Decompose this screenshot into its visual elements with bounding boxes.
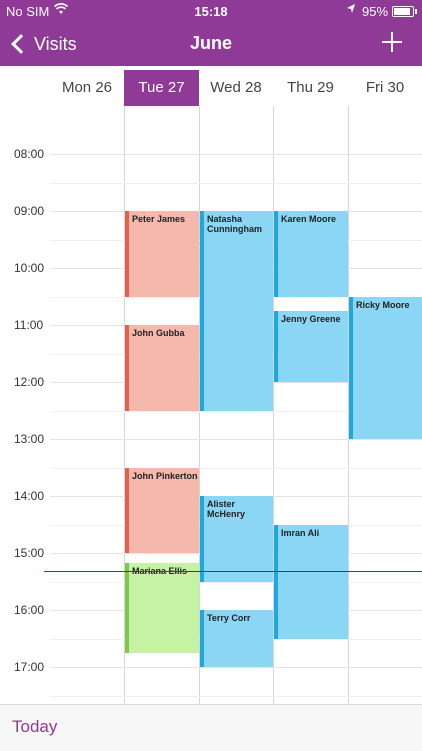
half-hour-gridline xyxy=(50,467,422,469)
day-column-divider xyxy=(124,106,125,704)
event-title: John Gubba xyxy=(132,328,185,338)
day-header: Mon 26 Tue 27 Wed 28 Thu 29 Fri 30 xyxy=(0,66,422,106)
visit-event[interactable]: Imran Ali xyxy=(274,525,348,639)
hour-label: 08:00 xyxy=(14,147,45,161)
location-arrow-icon xyxy=(346,3,356,18)
event-color-bar xyxy=(125,211,129,297)
battery-icon xyxy=(392,6,417,17)
event-color-bar xyxy=(125,325,129,411)
visit-event[interactable]: Natasha Cunningham xyxy=(200,211,273,411)
calendar-grid[interactable]: 08:00 09:00 10:00 11:00 12:00 13:00 14:00 15:00… xyxy=(0,106,422,704)
hour-label: 09:00 xyxy=(14,204,45,218)
hour-label: 14:00 xyxy=(14,489,45,503)
visit-event[interactable]: John Pinkerton xyxy=(125,468,199,553)
event-title: Natasha Cunningham xyxy=(207,214,262,234)
event-title: Alister McHenry xyxy=(207,499,246,519)
half-hour-gridline xyxy=(50,182,422,184)
event-title: Terry Corr xyxy=(207,613,251,623)
event-color-bar xyxy=(200,211,204,411)
event-color-bar xyxy=(274,311,278,382)
hour-label: 12:00 xyxy=(14,375,45,389)
visit-event[interactable]: Mariana Ellis xyxy=(125,563,199,653)
hour-gridline xyxy=(50,667,422,668)
top-bar: No SIM 15:18 95% Visits June xyxy=(0,0,422,66)
status-bar: No SIM 15:18 95% xyxy=(0,0,422,22)
event-title: Jenny Greene xyxy=(281,314,341,324)
visit-event[interactable]: Ricky Moore xyxy=(349,297,422,439)
navigation-bar: Visits June xyxy=(0,22,422,66)
event-color-bar xyxy=(125,468,129,553)
hour-label: 13:00 xyxy=(14,432,45,446)
visit-event[interactable]: John Gubba xyxy=(125,325,199,411)
event-color-bar xyxy=(349,297,353,439)
day-column-divider xyxy=(348,106,349,704)
status-time: 15:18 xyxy=(194,4,228,19)
today-button[interactable]: Today xyxy=(12,717,58,736)
day-column-divider xyxy=(273,106,274,704)
hour-gridline xyxy=(50,154,422,155)
event-title: Imran Ali xyxy=(281,528,320,538)
chevron-left-icon xyxy=(11,34,31,54)
hour-label: 16:00 xyxy=(14,603,45,617)
event-color-bar xyxy=(200,610,204,667)
hour-label: 10:00 xyxy=(14,261,45,275)
half-hour-gridline xyxy=(50,581,422,583)
event-title: Karen Moore xyxy=(281,214,337,224)
hour-label: 15:00 xyxy=(14,546,45,560)
day-tab-thu-29[interactable]: Thu 29 xyxy=(287,79,334,96)
hour-label: 11:00 xyxy=(14,318,44,332)
day-tab-mon-26[interactable]: Mon 26 xyxy=(61,79,113,96)
add-visit-button[interactable] xyxy=(382,32,402,52)
day-tab-fri-30[interactable]: Fri 30 xyxy=(365,79,405,96)
visit-event[interactable]: Peter James xyxy=(125,211,199,297)
visit-event[interactable]: Alister McHenry xyxy=(200,496,273,582)
hour-label: 17:00 xyxy=(14,660,45,674)
event-color-bar xyxy=(274,525,278,639)
current-time-indicator xyxy=(44,571,422,572)
event-title: Ricky Moore xyxy=(356,300,410,310)
event-title: John Pinkerton xyxy=(132,471,198,481)
day-tab-tue-27[interactable]: Tue 27 xyxy=(124,70,199,106)
event-color-bar xyxy=(125,563,129,653)
visit-event[interactable]: Terry Corr xyxy=(200,610,273,667)
back-label: Visits xyxy=(34,33,77,54)
day-column-divider xyxy=(199,106,200,704)
carrier-label: No SIM xyxy=(6,4,50,19)
event-title: Peter James xyxy=(132,214,186,224)
battery-percent: 95% xyxy=(362,4,389,19)
back-button[interactable]: Visits xyxy=(10,30,77,58)
event-color-bar xyxy=(274,211,278,297)
half-hour-gridline xyxy=(50,410,422,412)
visit-event[interactable]: Karen Moore xyxy=(274,211,348,297)
visit-event[interactable]: Jenny Greene xyxy=(274,311,348,382)
hour-gridline xyxy=(50,439,422,440)
day-tab-wed-28[interactable]: Wed 28 xyxy=(210,79,262,96)
half-hour-gridline xyxy=(50,695,422,697)
wifi-icon xyxy=(53,3,69,18)
bottom-toolbar: Today xyxy=(0,704,422,751)
event-color-bar xyxy=(200,496,204,582)
